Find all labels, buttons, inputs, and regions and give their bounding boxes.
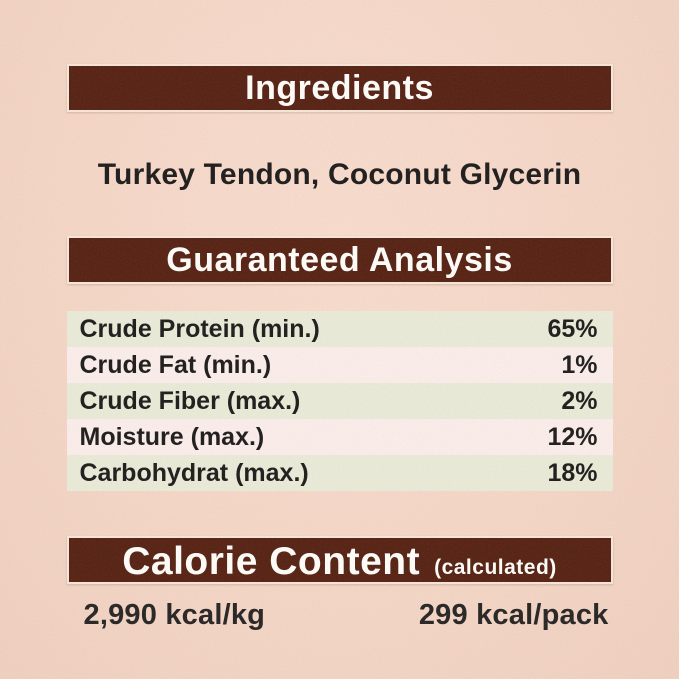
calorie-content-header-label: Calorie Content	[122, 540, 421, 583]
calorie-content-header-bar: Calorie Content (calculated)	[66, 536, 613, 584]
ingredients-header-label: Ingredients	[245, 68, 434, 107]
analysis-row-label: Crude Protein (min.)	[79, 314, 320, 343]
calorie-values-row: 2,990 kcal/kg 299 kcal/pack	[67, 599, 613, 632]
pet-food-label: Ingredients Turkey Tendon, Coconut Glyce…	[66, 0, 613, 632]
guaranteed-analysis-table: Crude Protein (min.) 65% Crude Fat (min.…	[66, 311, 613, 491]
analysis-row-label: Moisture (max.)	[79, 422, 265, 451]
analysis-row-value: 12%	[547, 422, 598, 451]
analysis-row-value: 1%	[561, 350, 598, 379]
calorie-per-kg-value: 2,990 kcal/kg	[83, 599, 266, 631]
guaranteed-analysis-header-bar: Guaranteed Analysis	[66, 236, 613, 284]
analysis-row-crude-fat: Crude Fat (min.) 1%	[66, 347, 613, 383]
analysis-row-label: Crude Fat (min.)	[79, 350, 272, 379]
calorie-content-header-note: (calculated)	[434, 556, 557, 579]
analysis-row-label: Crude Fiber (max.)	[79, 386, 301, 415]
calorie-per-pack-value: 299 kcal/pack	[418, 599, 609, 631]
analysis-row-crude-fiber: Crude Fiber (max.) 2%	[66, 383, 613, 419]
analysis-row-crude-protein: Crude Protein (min.) 65%	[66, 311, 613, 347]
guaranteed-analysis-header-label: Guaranteed Analysis	[166, 240, 513, 279]
analysis-row-label: Carbohydrat (max.)	[79, 458, 309, 487]
analysis-row-value: 2%	[561, 386, 598, 415]
ingredients-header-bar: Ingredients	[66, 64, 613, 112]
analysis-row-moisture: Moisture (max.) 12%	[66, 419, 613, 455]
analysis-row-value: 18%	[547, 458, 598, 487]
analysis-row-carbohydrat: Carbohydrat (max.) 18%	[66, 455, 613, 491]
ingredients-list-text: Turkey Tendon, Coconut Glycerin	[97, 158, 582, 191]
analysis-row-value: 65%	[547, 314, 598, 343]
